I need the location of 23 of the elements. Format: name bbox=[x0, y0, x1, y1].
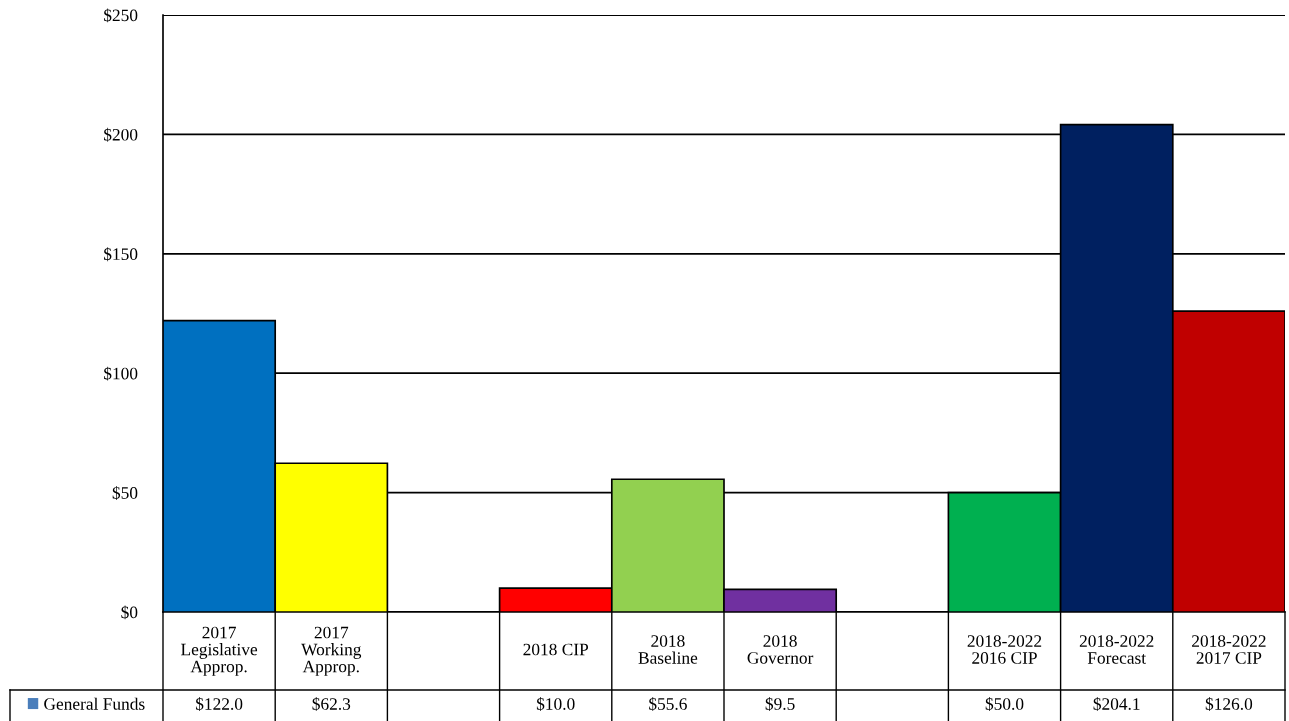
data-label: $10.0 bbox=[536, 697, 575, 711]
data-label: $62.3 bbox=[312, 697, 351, 711]
data-label: $50.0 bbox=[985, 697, 1024, 711]
x-tick-label: 2018 Baseline bbox=[638, 635, 698, 664]
x-tick-label: 2018-2022 2017 CIP bbox=[1192, 635, 1266, 664]
y-tick-label: $50 bbox=[112, 486, 138, 500]
x-tick-label: 2017 Legislative Approp. bbox=[181, 626, 258, 676]
data-label: $55.6 bbox=[649, 697, 687, 711]
x-tick-label: 2018 Governor bbox=[747, 635, 814, 664]
data-label: $126.0 bbox=[1205, 697, 1253, 711]
data-label: $204.1 bbox=[1093, 697, 1140, 711]
x-tick-label: 2017 Working Approp. bbox=[301, 626, 362, 676]
data-label: $9.5 bbox=[765, 697, 795, 711]
data-label: $122.0 bbox=[195, 697, 243, 711]
y-tick-label: $100 bbox=[104, 366, 138, 381]
y-tick-label: $250 bbox=[104, 8, 138, 23]
x-tick-label: 2018 CIP bbox=[523, 643, 589, 656]
y-tick-label: $200 bbox=[104, 127, 138, 142]
x-tick-label: 2018-2022 Forecast bbox=[1079, 635, 1154, 664]
y-tick-label: $0 bbox=[121, 605, 138, 620]
x-tick-label: 2018-2022 2016 CIP bbox=[967, 635, 1042, 664]
y-tick-label: $150 bbox=[104, 247, 138, 262]
text: General Funds bbox=[44, 697, 145, 710]
